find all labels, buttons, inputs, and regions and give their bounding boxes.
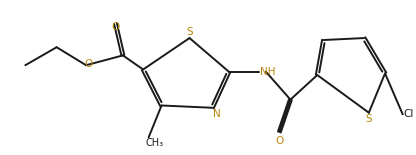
Text: O: O: [111, 22, 120, 32]
Text: N: N: [213, 109, 221, 119]
Text: CH₃: CH₃: [146, 138, 164, 148]
Text: NH: NH: [260, 67, 275, 77]
Text: S: S: [186, 27, 193, 37]
Text: O: O: [275, 136, 283, 146]
Text: O: O: [84, 59, 92, 69]
Text: S: S: [366, 114, 372, 124]
Text: Cl: Cl: [404, 109, 414, 119]
